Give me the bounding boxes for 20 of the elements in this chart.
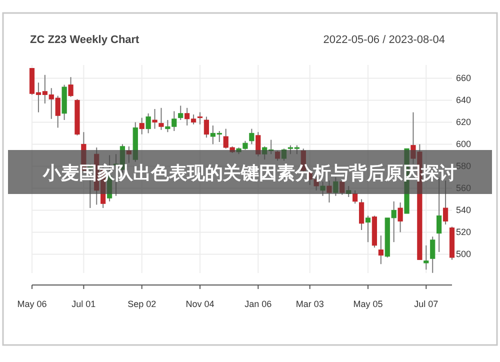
y-tick-label: 560: [456, 183, 472, 194]
y-tick-label: 640: [456, 95, 472, 106]
chart-title: ZC Z23 Weekly Chart: [30, 34, 140, 46]
y-tick-label: 540: [456, 205, 472, 216]
x-tick-label: Jan 06: [244, 299, 272, 309]
x-tick-label: Mar 03: [296, 299, 324, 309]
y-tick-label: 580: [456, 161, 472, 172]
chart-subtitle: 2022-05-06 / 2023-08-04: [323, 34, 445, 46]
x-tick-label: May 05: [353, 299, 383, 309]
x-tick-label: Sep 02: [128, 299, 156, 309]
x-tick-label: Nov 04: [186, 299, 214, 309]
y-tick-label: 660: [456, 73, 472, 84]
y-tick-label: 520: [456, 227, 472, 238]
y-tick-label: 620: [456, 117, 472, 128]
y-tick-label: 600: [456, 139, 472, 150]
y-tick-label: 500: [456, 249, 472, 260]
x-tick-label: Jul 07: [414, 299, 438, 309]
x-tick-label: May 06: [17, 299, 47, 309]
annotation: 小麦国家队出色表现的关键因素分析与背后原因探讨: [42, 163, 457, 184]
x-tick-label: Jul 01: [72, 299, 96, 309]
